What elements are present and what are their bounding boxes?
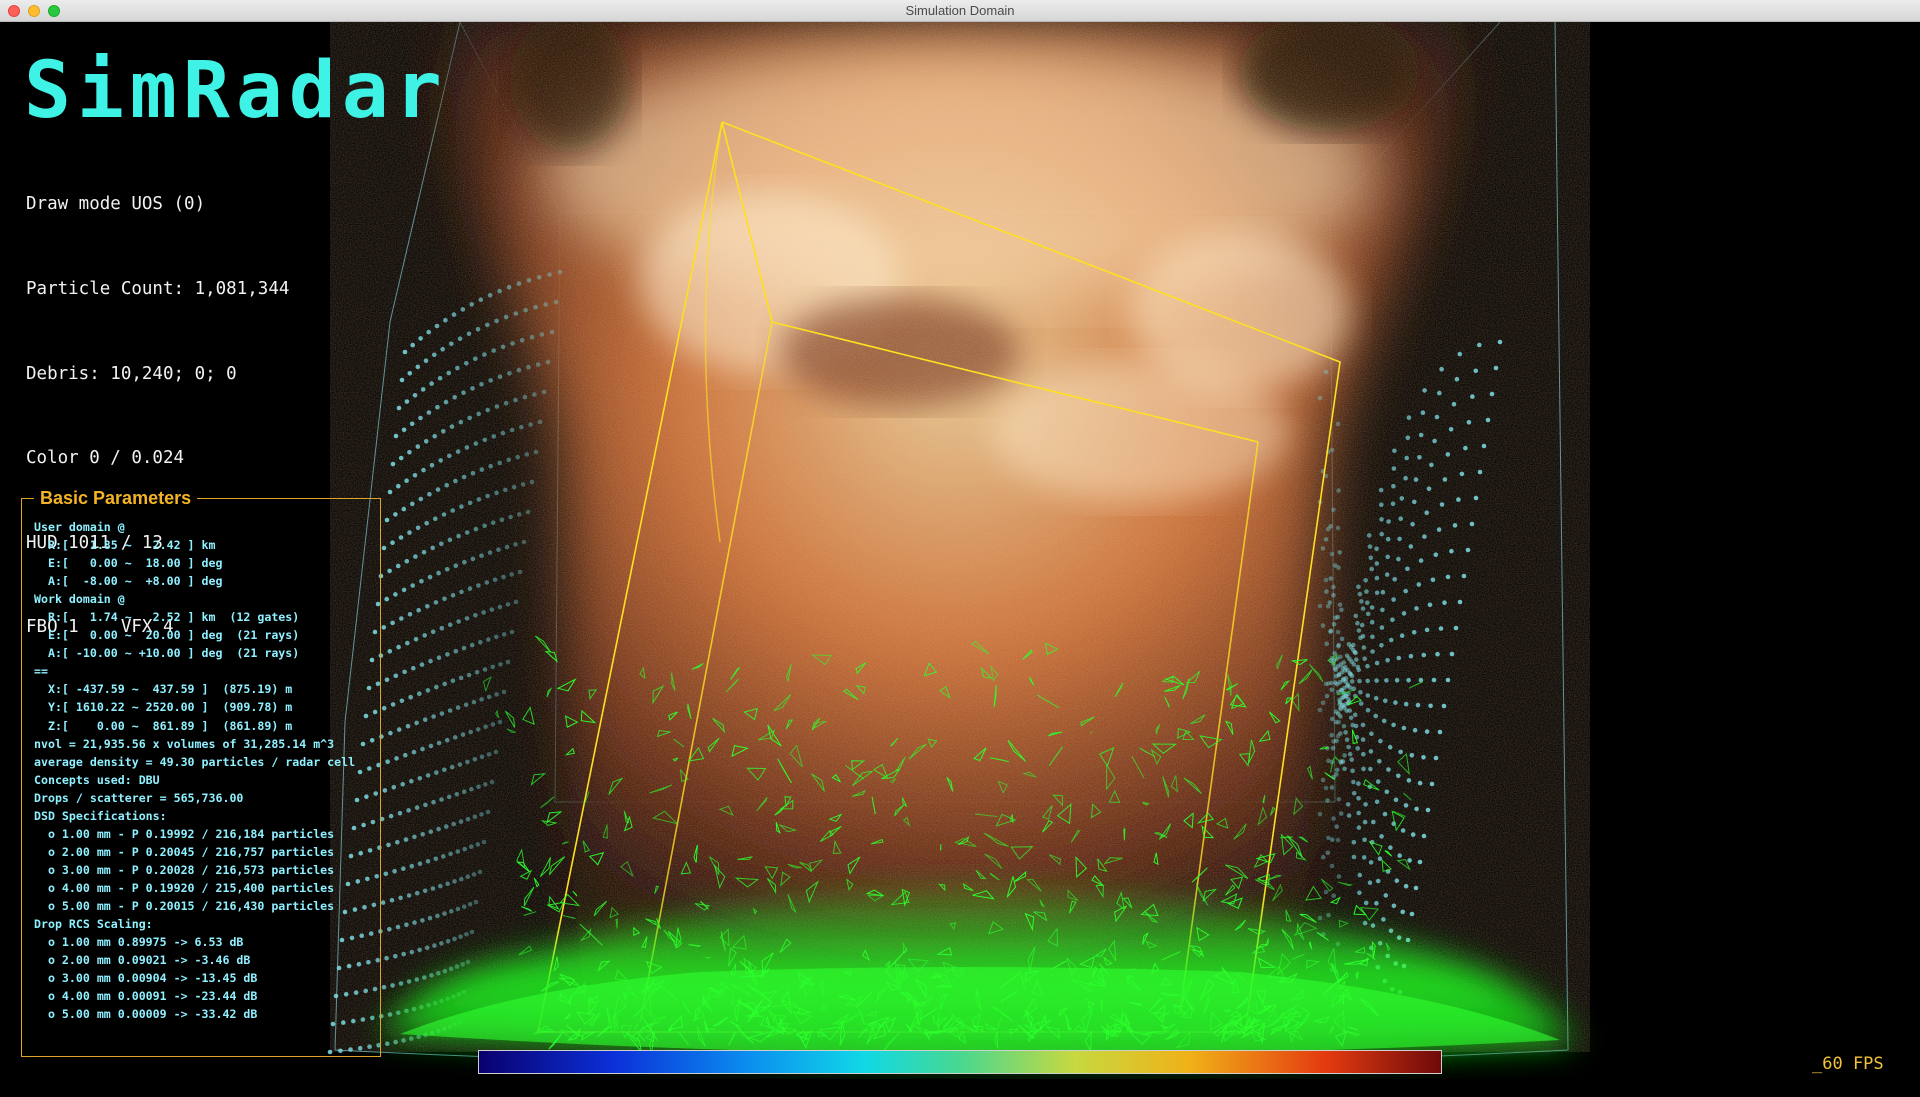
parameter-line: A:[ -8.00 ~ +8.00 ] deg [34, 574, 223, 589]
parameter-line: == [34, 664, 48, 679]
parameter-line: E:[ 0.00 ~ 20.00 ] deg (21 rays) [34, 628, 300, 643]
parameter-line: o 4.00 mm - P 0.19920 / 215,400 particle… [34, 880, 335, 895]
parameter-line: o 2.00 mm 0.09021 -> -3.46 dB [34, 953, 251, 968]
close-window-button[interactable] [8, 5, 20, 17]
window-title: Simulation Domain [905, 3, 1015, 18]
minimize-window-button[interactable] [28, 5, 40, 17]
parameters-list: User domain @ R:[ 1.85 ~ 2.42 ] km E:[ 0… [34, 518, 355, 1023]
parameter-line: o 2.00 mm - P 0.20045 / 216,757 particle… [34, 844, 335, 859]
hud-stats: Draw mode UOS (0) Particle Count: 1,081,… [26, 134, 289, 698]
hud-readout: HUD 1011 / 13 [26, 532, 163, 553]
basic-parameters-panel: Basic Parameters User domain @ R:[ 1.85 … [21, 487, 381, 1057]
parameter-line: o 4.00 mm 0.00091 -> -23.44 dB [34, 989, 258, 1004]
parameter-line: A:[ -10.00 ~ +10.00 ] deg (21 rays) [34, 646, 300, 661]
parameter-line: X:[ -437.59 ~ 437.59 ] (875.19) m [34, 682, 293, 697]
parameter-line: nvol = 21,935.56 x volumes of 31,285.14 … [34, 736, 335, 751]
parameter-line: o 1.00 mm - P 0.19992 / 216,184 particle… [34, 826, 335, 841]
parameter-line: o 5.00 mm - P 0.20015 / 216,430 particle… [34, 898, 335, 913]
title-bar: Simulation Domain [0, 0, 1920, 22]
debris-readout: Debris: 10,240; 0; 0 [26, 363, 237, 384]
parameter-line: DSD Specifications: [34, 808, 167, 823]
debris-particles [482, 635, 1423, 1055]
parameter-line: Y:[ 1610.22 ~ 2520.00 ] (909.78) m [34, 700, 293, 715]
panel-title: Basic Parameters [34, 487, 198, 509]
app-logo: SimRadar [24, 46, 448, 136]
parameter-line: E:[ 0.00 ~ 18.00 ] deg [34, 556, 223, 571]
particle-scene [327, 22, 1590, 1067]
parameter-line: Drops / scatterer = 565,736.00 [34, 790, 244, 805]
color-readout: Color 0 / 0.024 [26, 448, 185, 469]
particle-cloud [330, 22, 1590, 1052]
parameter-line: Concepts used: DBU [34, 772, 160, 787]
parameter-line: o 5.00 mm 0.00009 -> -33.42 dB [34, 1007, 258, 1022]
draw-mode-readout: Draw mode UOS (0) [26, 194, 206, 215]
parameter-line: User domain @ [34, 520, 125, 534]
parameter-line: o 1.00 mm 0.89975 -> 6.53 dB [34, 935, 244, 950]
colorbar [478, 1050, 1442, 1074]
simulation-viewport[interactable]: SimRadar Draw mode UOS (0) Particle Coun… [0, 22, 1920, 1097]
parameter-line: R:[ 1.85 ~ 2.42 ] km [34, 538, 216, 553]
particle-count-readout: Particle Count: 1,081,344 [26, 279, 290, 300]
zoom-window-button[interactable] [48, 5, 60, 17]
parameter-line: Drop RCS Scaling: [34, 917, 153, 932]
parameter-line: Z:[ 0.00 ~ 861.89 ] (861.89) m [34, 718, 293, 733]
fbo-vfx-readout: FBO 1 VFX 4 [26, 617, 174, 638]
parameter-line: R:[ 1.74 ~ 2.52 ] km (12 gates) [34, 610, 300, 625]
parameter-line: Work domain @ [34, 592, 125, 607]
parameter-line: o 3.00 mm 0.00904 -> -13.45 dB [34, 971, 258, 986]
parameter-line: o 3.00 mm - P 0.20028 / 216,573 particle… [34, 862, 335, 877]
parameter-line: average density = 49.30 particles / rada… [34, 754, 356, 769]
fps-counter: _60 FPS [1812, 1054, 1884, 1074]
debris-trails [327, 269, 1503, 1055]
